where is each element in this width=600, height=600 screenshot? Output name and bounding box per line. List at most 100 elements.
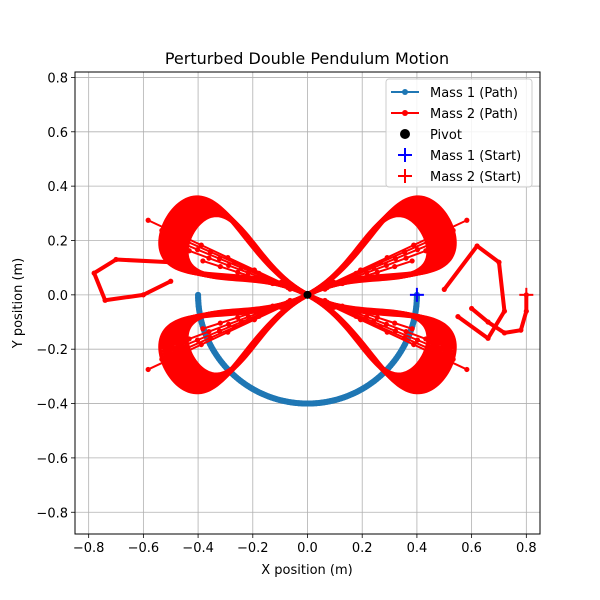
mass2-point xyxy=(168,259,174,265)
legend-entry-label: Mass 1 (Path) xyxy=(430,86,518,101)
y-tick-label: −0.8 xyxy=(36,506,68,521)
mass2-point xyxy=(113,256,119,263)
mass2-point xyxy=(450,227,456,234)
mass2-excursion xyxy=(92,257,172,303)
mass2-excursion xyxy=(470,294,529,335)
mass2-point xyxy=(226,321,232,327)
mass2-point xyxy=(278,304,284,310)
legend-swatch-dot xyxy=(402,89,408,95)
legend: Mass 1 (Path) Mass 2 (Path) Pivot Mass 1 (S… xyxy=(385,78,533,188)
mass2-point xyxy=(183,345,189,352)
mass2-point xyxy=(186,336,192,342)
mass2-point xyxy=(437,354,443,360)
mass2-point xyxy=(172,237,179,244)
mass2-point xyxy=(436,237,443,244)
mass2-lobe-loop xyxy=(158,292,309,395)
mass2-point xyxy=(409,258,415,264)
legend-swatch-dot xyxy=(402,110,408,116)
mass2-point xyxy=(235,314,241,321)
x-tick-label: −0.8 xyxy=(73,541,105,556)
mass2-point xyxy=(194,337,201,343)
mass2-point xyxy=(186,248,192,254)
x-tick-label: 0.0 xyxy=(297,541,318,556)
mass2-point xyxy=(172,346,179,352)
mass2-point xyxy=(485,319,491,325)
x-tick-label: 0.2 xyxy=(352,541,373,556)
mass2-point xyxy=(384,254,390,261)
y-tick-label: −0.2 xyxy=(36,343,68,358)
mass2-point xyxy=(411,242,417,248)
mass2-point xyxy=(358,317,364,323)
mass2-point xyxy=(235,269,241,275)
y-tick-label: 0.4 xyxy=(47,180,68,195)
y-tick-label: 0.8 xyxy=(47,71,68,86)
mass2-point xyxy=(501,330,508,336)
mass2-point xyxy=(278,279,284,286)
mass2-lobe-loop xyxy=(158,195,309,298)
mass2-point xyxy=(464,366,470,373)
mass2-point xyxy=(331,304,337,310)
mass2-point xyxy=(485,335,491,341)
mass2-point xyxy=(374,269,380,275)
mass2-point xyxy=(159,356,165,362)
mass2-lobe-loop xyxy=(306,195,457,298)
x-axis-label: X position (m) xyxy=(261,563,352,578)
mass2-point xyxy=(198,341,204,348)
mass2-point xyxy=(409,326,415,332)
x-tick-label: 0.6 xyxy=(461,541,482,556)
mass2-point xyxy=(450,356,456,362)
mass2-point xyxy=(226,262,232,269)
mass1-start-marker xyxy=(409,287,424,302)
mass2-point xyxy=(145,366,151,373)
mass2-point xyxy=(383,262,389,269)
mass2-point xyxy=(437,230,443,236)
mass2-point xyxy=(383,321,389,327)
mass2-point xyxy=(426,238,432,244)
mass2-point xyxy=(411,341,417,348)
mass2-lobe-loop xyxy=(306,292,457,395)
mass2-point xyxy=(423,336,429,342)
mass2-point xyxy=(183,238,189,244)
mass2-point xyxy=(501,308,508,314)
mass2-point xyxy=(225,329,231,335)
x-tick-label: 0.8 xyxy=(516,541,537,556)
mass2-point xyxy=(414,247,421,253)
mass2-point xyxy=(225,254,231,261)
mass2-point xyxy=(198,242,204,248)
mass2-point xyxy=(374,314,380,321)
mass2-point xyxy=(145,217,151,223)
mass2-point xyxy=(464,217,470,223)
y-axis-ticks: −0.8 −0.6 −0.4 −0.2 0.0 0.2 0.4 0.6 0.8 xyxy=(36,71,75,521)
mass2-start-marker xyxy=(519,287,534,302)
mass2-point xyxy=(168,278,174,284)
mass2-point xyxy=(441,286,447,293)
mass2-point xyxy=(523,308,529,314)
mass2-point xyxy=(518,327,524,333)
mass2-point xyxy=(102,297,108,303)
mass2-point xyxy=(436,346,443,352)
mass2-path xyxy=(91,195,529,395)
mass2-point xyxy=(251,267,257,273)
mass2-point xyxy=(217,320,223,326)
legend-entry-label: Mass 2 (Path) xyxy=(430,107,518,122)
x-tick-label: 0.4 xyxy=(407,541,428,556)
mass2-point xyxy=(403,328,409,335)
mass2-point xyxy=(217,263,223,270)
mass2-point xyxy=(331,279,337,286)
legend-swatch-marker xyxy=(400,129,410,139)
mass2-point xyxy=(91,270,97,276)
pivot-marker xyxy=(303,290,312,299)
mass2-point xyxy=(200,326,206,332)
legend-entry-label: Mass 2 (Start) xyxy=(430,170,521,185)
mass2-point xyxy=(194,247,201,253)
chart-title: Perturbed Double Pendulum Motion xyxy=(165,49,449,68)
plot-area xyxy=(91,195,534,407)
mass2-point xyxy=(496,259,502,265)
mass2-point xyxy=(172,354,178,360)
mass2-point xyxy=(392,320,398,326)
y-axis-label: Y position (m) xyxy=(11,258,26,350)
mass2-point xyxy=(140,292,146,298)
mass2-point xyxy=(423,248,429,254)
x-tick-label: −0.6 xyxy=(128,541,160,556)
